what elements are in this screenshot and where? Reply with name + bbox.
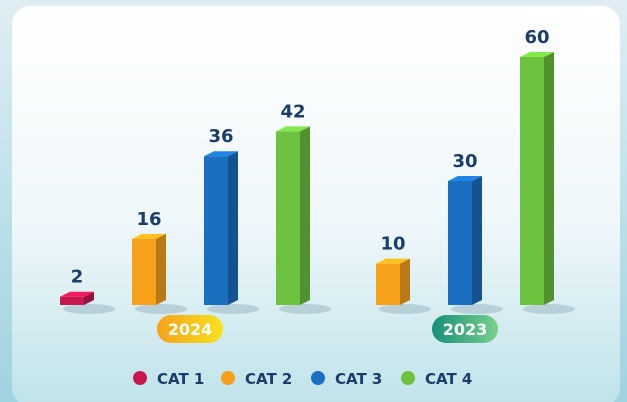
bar-side [400, 259, 410, 305]
bar-shadow [135, 304, 187, 314]
data-label: 2 [71, 267, 84, 288]
legend-label: CAT 3 [335, 370, 382, 388]
legend-label: CAT 1 [157, 370, 204, 388]
data-label: 10 [380, 234, 405, 255]
group-label: 2024 [168, 320, 213, 339]
bar [204, 156, 228, 305]
bar-shadow [523, 304, 575, 314]
page: {"chart_data": {"type": "bar", "categori… [0, 0, 627, 402]
legend-marker [401, 371, 415, 385]
bar [376, 264, 400, 305]
group-label: 2023 [443, 320, 488, 339]
data-label: 42 [280, 101, 305, 122]
bar-side [228, 151, 238, 305]
bar [520, 57, 544, 305]
legend-marker [311, 371, 325, 385]
bar [132, 239, 156, 305]
bar-shadow [63, 304, 115, 314]
bar-shadow [279, 304, 331, 314]
bar [448, 181, 472, 305]
data-label: 60 [524, 27, 549, 48]
bar [276, 131, 300, 305]
data-label: 36 [208, 126, 233, 147]
data-label: 30 [452, 151, 477, 172]
legend-marker [221, 371, 235, 385]
legend-label: CAT 2 [245, 370, 292, 388]
legend-label: CAT 4 [425, 370, 472, 388]
chart: 2 16 36 42 2024 10 30 60 2023 CAT 1 CAT 2 CAT 3 CAT … [0, 0, 627, 402]
bar-side [544, 52, 554, 305]
bar [60, 297, 84, 305]
legend-marker [133, 371, 147, 385]
bar-shadow [207, 304, 259, 314]
bar-side [156, 234, 166, 305]
bar-shadow [451, 304, 503, 314]
bar-side [300, 126, 310, 305]
bar-side [472, 176, 482, 305]
data-label: 16 [136, 209, 161, 230]
bar-shadow [379, 304, 431, 314]
